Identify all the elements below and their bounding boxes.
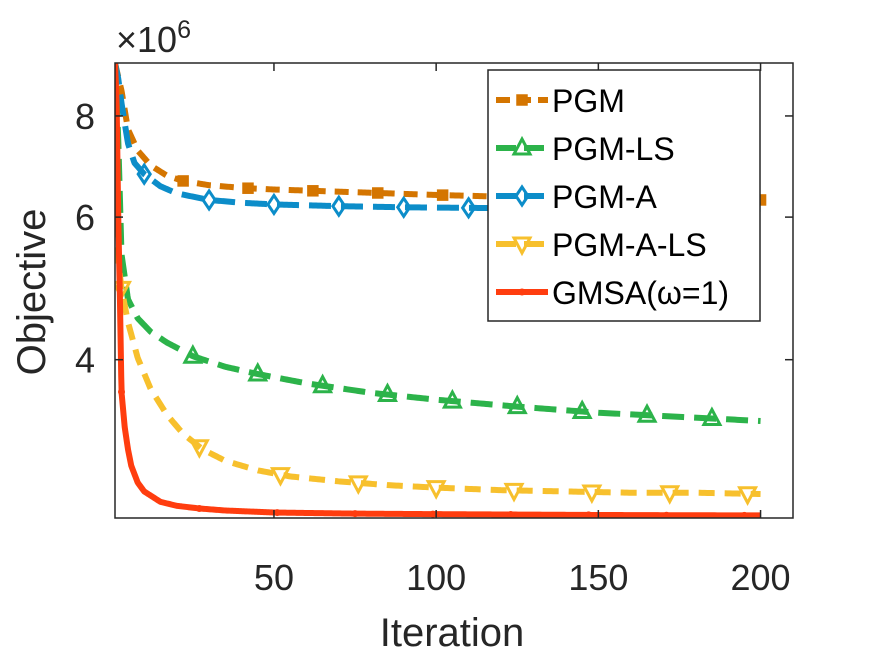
data-point-pgm — [307, 185, 319, 197]
data-point-pgm-a — [136, 162, 152, 186]
data-point-pgm-a-ls — [737, 486, 759, 506]
x-axis-label: Iteration — [380, 611, 525, 655]
data-point-gmsa-1 — [429, 510, 437, 518]
data-point-pgm-ls — [441, 388, 463, 409]
data-point-pgm-a-ls — [188, 439, 210, 459]
legend-marker — [511, 135, 533, 156]
data-point-pgm — [242, 182, 254, 194]
data-point-pgm-a-ls — [425, 480, 447, 500]
legend-item-pgm-a: PGM-A — [496, 179, 658, 215]
legend-item-gmsa-1: GMSA(ω=1) — [496, 275, 729, 311]
data-point-pgm-a-ls — [347, 475, 369, 496]
x-tick-label: 100 — [406, 557, 466, 598]
legend-label: PGM — [552, 83, 625, 119]
legend-label: PGM-LS — [552, 131, 675, 167]
x-tick-label: 150 — [568, 557, 628, 598]
data-point-pgm-a — [266, 192, 282, 217]
data-point-pgm-ls — [701, 406, 723, 427]
y-tick-label: 4 — [75, 340, 95, 381]
x-tick-label: 200 — [731, 557, 791, 598]
data-point-gmsa-1 — [351, 510, 359, 518]
series-pgm-ls — [115, 63, 761, 427]
legend-label: PGM-A — [552, 179, 658, 215]
series-gmsa-1 — [115, 63, 761, 518]
data-point-pgm — [177, 175, 189, 187]
x-tick-label: 50 — [254, 557, 294, 598]
y-axis-label: Objective — [10, 209, 54, 376]
data-point-pgm-a-ls — [269, 467, 291, 487]
y-exponent-label: ×106 — [116, 16, 191, 60]
data-point-pgm-a — [331, 194, 347, 218]
data-point-gmsa-1 — [507, 511, 515, 518]
legend-item-pgm-ls: PGM-LS — [496, 131, 675, 167]
data-point-pgm — [436, 189, 449, 201]
data-point-pgm-a-ls — [503, 482, 525, 503]
legend-label: PGM-A-LS — [552, 227, 707, 263]
data-point-pgm-a — [201, 188, 217, 212]
axes-box — [114, 62, 794, 519]
data-point-pgm-ls — [312, 373, 334, 394]
y-tick-label: 8 — [75, 96, 95, 137]
data-point-pgm-a — [460, 196, 477, 220]
data-point-pgm-a-ls — [581, 484, 603, 505]
legend-item-pgm-a-ls: PGM-A-LS — [496, 227, 707, 263]
series-line-gmsa-1 — [115, 63, 761, 518]
data-point-pgm-ls — [376, 382, 398, 403]
data-point-pgm-ls — [636, 403, 658, 423]
data-point-pgm-ls — [247, 361, 269, 382]
y-tick-label: 6 — [75, 197, 95, 238]
y-exponent-power: 6 — [177, 16, 191, 44]
data-point-pgm — [372, 187, 384, 199]
svg-text:×106: ×106 — [116, 16, 191, 60]
data-point-gmsa-1 — [740, 511, 748, 518]
data-point-pgm-a — [395, 195, 412, 219]
legend-marker — [511, 236, 533, 257]
y-exponent-base: ×10 — [116, 19, 177, 60]
data-point-pgm-ls — [182, 344, 204, 364]
legend-marker — [518, 288, 526, 296]
data-point-pgm-ls — [506, 394, 528, 415]
data-point-pgm-ls — [571, 399, 593, 420]
legend-item-pgm: PGM — [496, 83, 625, 119]
data-point-gmsa-1 — [662, 511, 670, 518]
data-point-gmsa-1 — [117, 388, 125, 396]
legend-marker — [516, 94, 528, 106]
legend-label: GMSA(ω=1) — [552, 275, 729, 311]
data-point-gmsa-1 — [273, 509, 281, 517]
axes-layer: 50 100 150 200 4 6 8 — [75, 62, 794, 598]
legend-marker — [514, 184, 530, 208]
legend: PGM PGM-LS PGM-A PGM-A-LS GMSA(ω=1) — [487, 69, 761, 322]
data-point-pgm-a-ls — [659, 485, 681, 505]
data-point-gmsa-1 — [585, 511, 593, 518]
data-point-gmsa-1 — [195, 504, 203, 512]
